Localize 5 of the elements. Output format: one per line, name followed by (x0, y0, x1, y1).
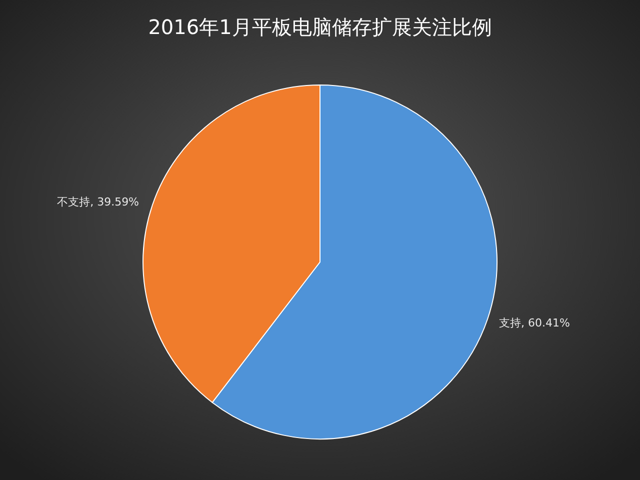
data-label: , 39.59% (90, 195, 140, 208)
data-label: , 60.41% (520, 316, 570, 330)
slice-label: 不支持 (57, 195, 90, 208)
slice-label: 支持 (498, 316, 521, 330)
chart-title: 2016年1月平板电脑储存扩展关注比例 (148, 15, 492, 39)
